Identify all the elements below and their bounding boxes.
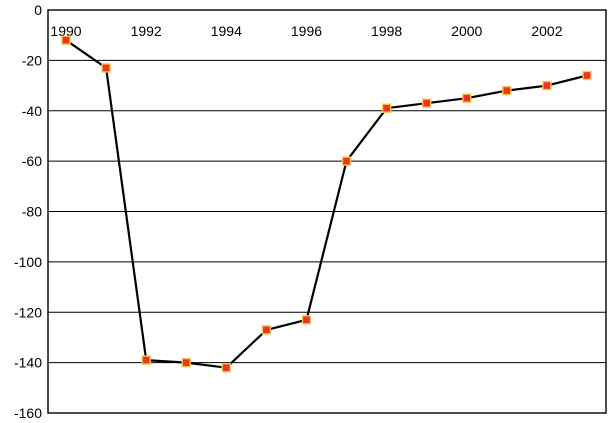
y-tick-label: -20	[22, 52, 42, 68]
x-tick-label: 1994	[211, 23, 242, 39]
data-point	[61, 35, 71, 45]
x-tick-label: 1990	[50, 23, 81, 39]
data-point	[542, 80, 552, 91]
x-tick-label: 2000	[451, 23, 482, 39]
y-tick-label: -160	[14, 405, 42, 421]
data-point	[381, 103, 392, 113]
plot-frame	[47, 9, 607, 414]
y-axis-tick-labels: 0 -20 -40 -60 -80 -100 -120 -140 -160	[14, 2, 42, 421]
data-point	[341, 156, 352, 166]
series-line	[65, 39, 588, 369]
y-tick-label: -120	[14, 304, 42, 320]
x-tick-label: 1998	[371, 23, 402, 39]
x-tick-label: 1992	[131, 23, 162, 39]
data-point	[261, 325, 272, 335]
x-tick-label: 2002	[531, 23, 562, 39]
data-point	[221, 362, 232, 373]
y-tick-label: -140	[14, 355, 42, 371]
gridlines	[48, 59, 606, 364]
data-point	[301, 315, 312, 325]
data-point	[502, 85, 512, 96]
y-tick-label: -60	[22, 153, 42, 169]
y-tick-label: -40	[22, 103, 42, 119]
y-tick-label: -80	[22, 204, 42, 220]
y-tick-label: -100	[14, 254, 42, 270]
data-point	[101, 63, 111, 73]
data-point	[462, 93, 472, 103]
x-axis-tick-labels: 1990 1992 1994 1996 1998 2000 2002	[50, 23, 562, 39]
data-point	[181, 357, 191, 368]
data-point	[582, 70, 592, 81]
data-markers	[61, 35, 592, 373]
data-point	[421, 98, 432, 108]
y-tick-label: 0	[34, 2, 42, 18]
data-point	[141, 355, 151, 365]
x-tick-label: 1996	[291, 23, 322, 39]
